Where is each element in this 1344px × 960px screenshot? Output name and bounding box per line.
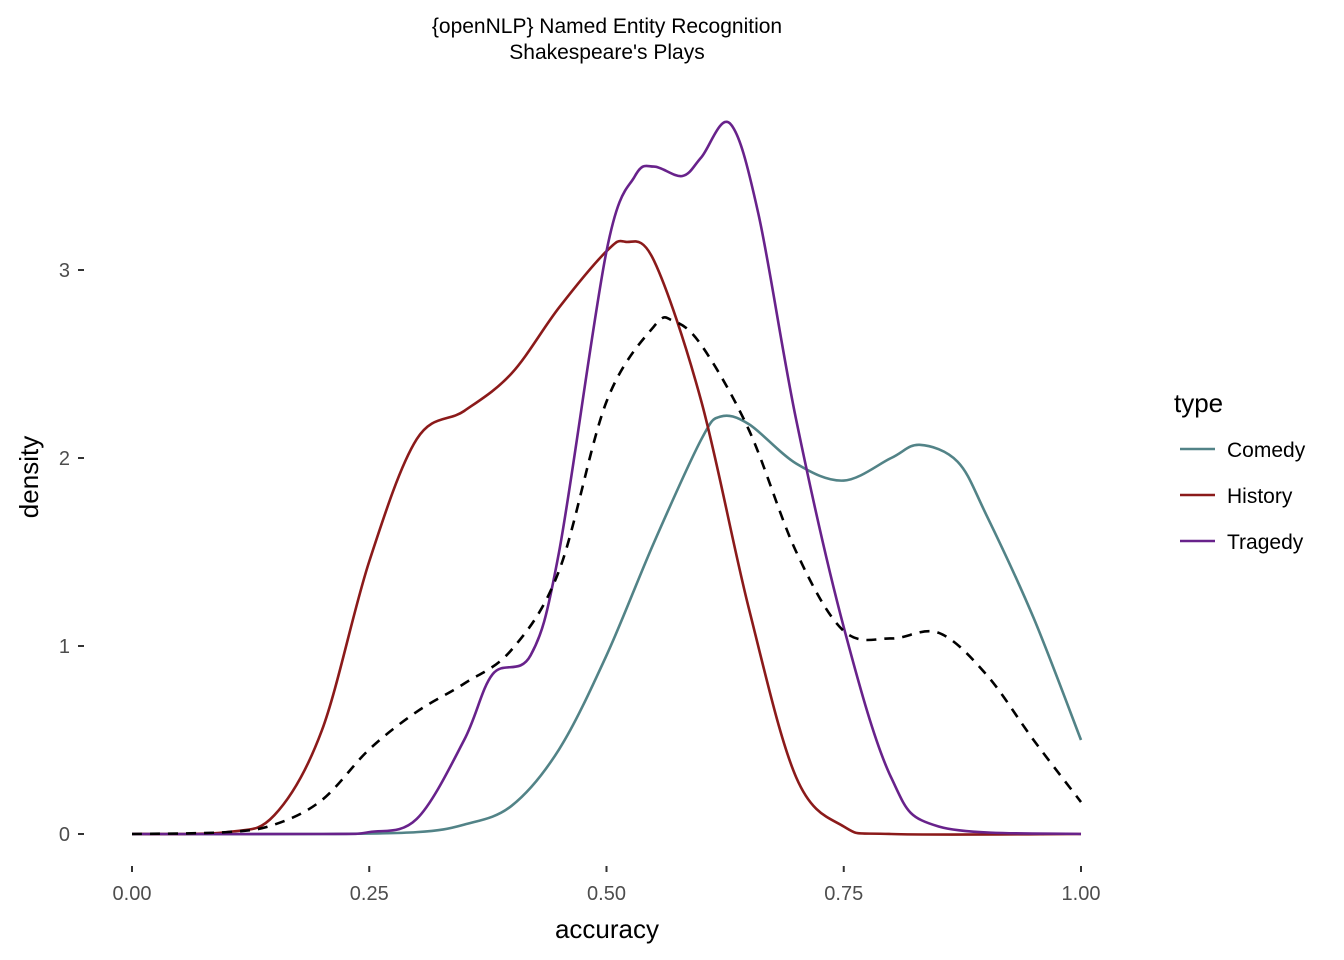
legend: type Comedy History Tragedy <box>1174 388 1306 554</box>
plot-panel <box>131 120 1083 836</box>
x-tick-label: 0.00 <box>113 883 152 905</box>
x-axis: 0.00 0.25 0.50 0.75 1.00 <box>113 866 1101 905</box>
x-tick-label: 0.25 <box>350 883 389 905</box>
legend-label-comedy: Comedy <box>1227 439 1306 462</box>
x-axis-title: accuracy <box>555 914 659 944</box>
legend-label-history: History <box>1227 485 1293 508</box>
y-tick-label: 3 <box>59 260 70 282</box>
y-tick-label: 0 <box>59 824 70 846</box>
x-tick-label: 1.00 <box>1062 883 1101 905</box>
series-line-overall <box>131 316 1083 836</box>
y-axis-title: density <box>14 436 44 518</box>
x-tick-label: 0.75 <box>824 883 863 905</box>
chart-title: {openNLP} Named Entity Recognition <box>432 15 782 38</box>
legend-label-tragedy: Tragedy <box>1227 531 1304 554</box>
y-tick-label: 1 <box>59 636 70 658</box>
x-tick-label: 0.50 <box>587 883 626 905</box>
series-line-tragedy <box>131 120 1082 836</box>
y-axis: 0 1 2 3 <box>59 260 84 846</box>
series-line-comedy <box>131 414 1083 836</box>
y-tick-label: 2 <box>59 448 70 470</box>
legend-title: type <box>1174 388 1223 418</box>
chart-subtitle: Shakespeare's Plays <box>509 41 704 64</box>
series-line-history <box>131 239 1082 836</box>
